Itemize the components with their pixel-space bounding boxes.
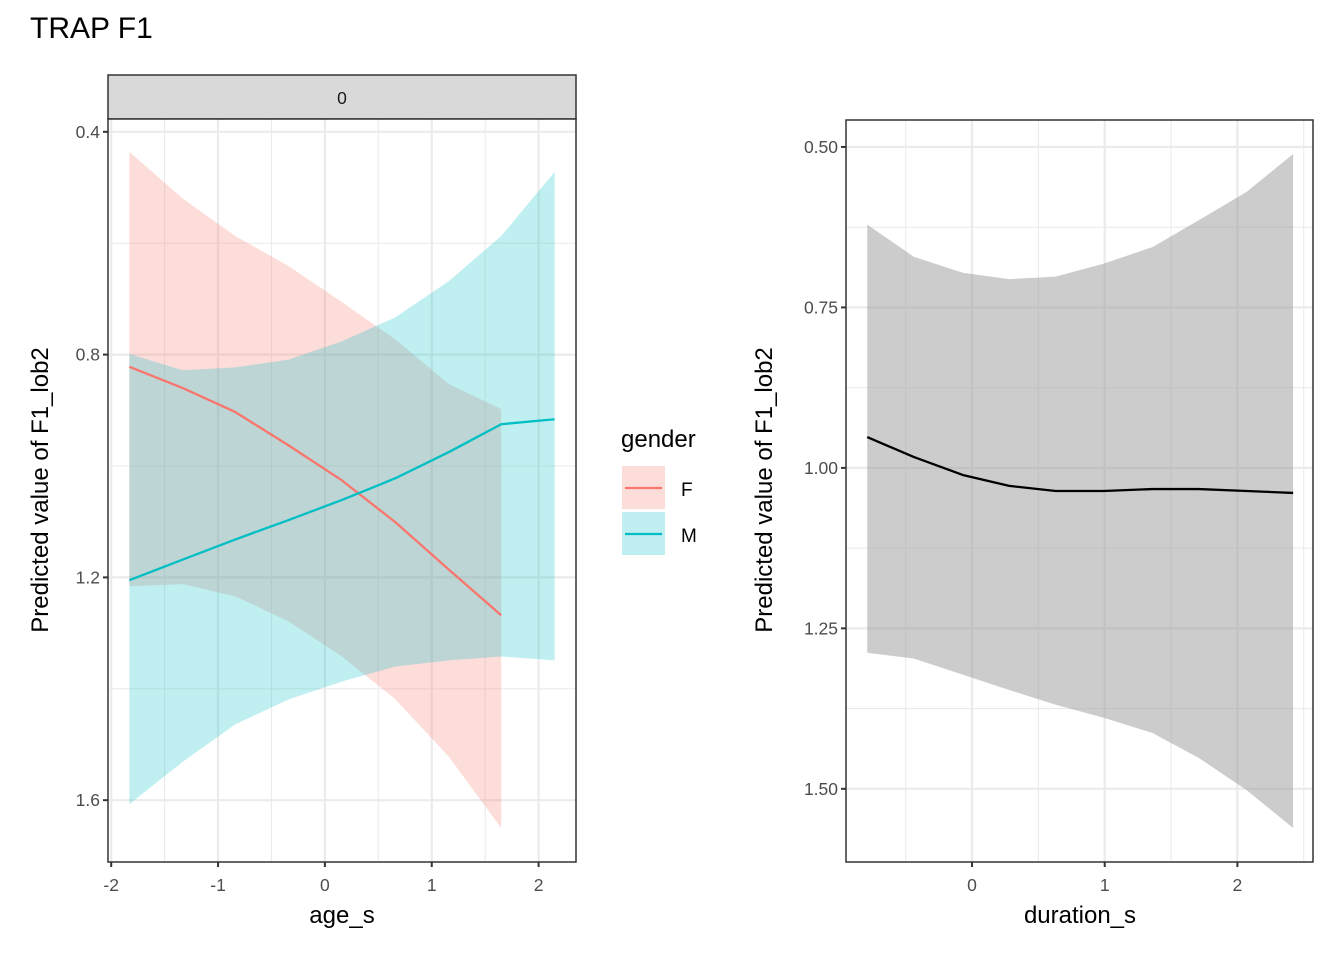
x-tick-label: 1 (1100, 875, 1110, 895)
y-tick-label: 0.50 (804, 137, 838, 157)
right-lines (866, 436, 1294, 495)
series-line-duration_s (866, 436, 1294, 495)
facet-strip-label: 0 (337, 88, 347, 108)
left-ribbons (129, 151, 555, 829)
x-tick-label: 1 (427, 875, 437, 895)
legend-label-F: F (681, 480, 693, 501)
ribbon-M (129, 171, 555, 805)
legend-title: gender (621, 426, 696, 453)
x-tick-label: 2 (534, 875, 544, 895)
y-tick-label: 1.6 (76, 790, 100, 810)
left-y-axis: 0.4 0.8 1.2 1.6 (76, 122, 101, 810)
right-y-axis-title: Predicted value of F1_lob2 (751, 347, 778, 633)
left-lines (128, 365, 555, 617)
x-tick-label: 0 (320, 875, 330, 895)
series-line-M (128, 418, 555, 582)
right-panel-border (845, 119, 1314, 863)
left-tick-marks (103, 130, 540, 867)
left-panel-border (107, 118, 577, 863)
y-tick-label: 1.25 (804, 618, 838, 638)
right-tick-marks (841, 145, 1239, 867)
facet-strip (107, 74, 577, 120)
right-y-axis: 0.50 0.75 1.00 1.25 1.50 (804, 137, 838, 799)
x-tick-label: -1 (210, 875, 226, 895)
left-x-axis: -2 -1 0 1 2 (103, 875, 543, 895)
left-x-axis-title: age_s (309, 902, 374, 929)
y-tick-label: 0.4 (76, 122, 101, 142)
legend: gender F M (621, 426, 697, 555)
y-tick-label: 1.2 (76, 567, 100, 587)
y-tick-label: 1.00 (804, 458, 838, 478)
left-y-axis-title: Predicted value of F1_lob2 (27, 347, 54, 633)
left-grid (108, 119, 576, 862)
x-tick-label: -2 (103, 875, 119, 895)
left-panel: 0 0.4 0.8 1.2 1.6 -2 -1 0 1 2 age_s Pred… (27, 74, 577, 929)
right-x-axis: 0 1 2 (967, 875, 1242, 895)
x-tick-label: 0 (967, 875, 977, 895)
y-tick-label: 1.50 (804, 779, 838, 799)
right-x-axis-title: duration_s (1024, 902, 1136, 929)
y-tick-label: 0.75 (804, 297, 838, 317)
legend-item-F: F (622, 466, 693, 509)
series-line-F (128, 365, 502, 617)
ribbon-F (129, 151, 502, 829)
right-panel: 0.50 0.75 1.00 1.25 1.50 0 1 2 duration_… (751, 119, 1314, 929)
legend-item-M: M (622, 512, 697, 555)
y-tick-label: 0.8 (76, 345, 100, 365)
figure-title: TRAP F1 (30, 12, 153, 45)
legend-label-M: M (681, 526, 697, 547)
x-tick-label: 2 (1233, 875, 1243, 895)
